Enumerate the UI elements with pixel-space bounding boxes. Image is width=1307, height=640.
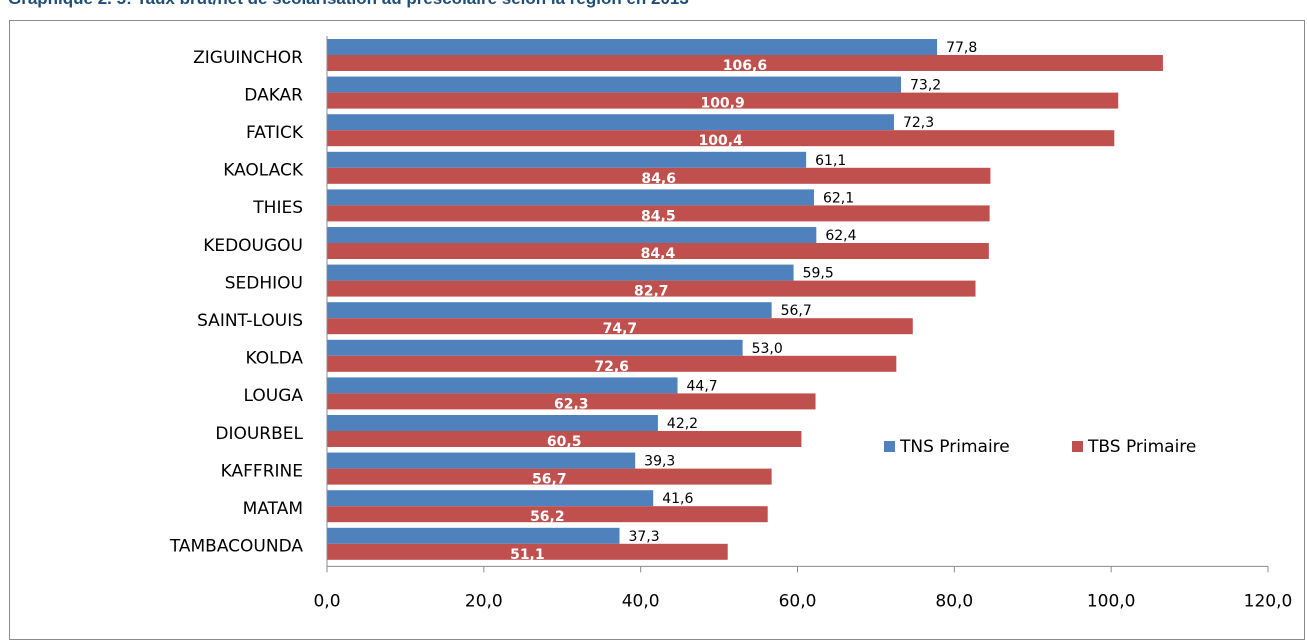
data-label-tns: 61,1	[815, 153, 846, 169]
legend-swatch-tbs	[1072, 441, 1083, 452]
x-tick-label: 80,0	[935, 591, 973, 611]
bar-tbs	[327, 468, 772, 485]
category-label: DIOURBEL	[215, 424, 303, 444]
bar-tbs	[327, 355, 897, 372]
data-label-tbs: 82,7	[634, 284, 669, 300]
data-label-tns: 59,5	[803, 266, 834, 282]
bar-tns	[327, 527, 620, 544]
bar-tns	[327, 415, 658, 431]
data-label-tns: 37,3	[628, 529, 659, 545]
data-label-tbs: 56,7	[532, 472, 567, 488]
category-label: KEDOUGOU	[203, 236, 303, 256]
data-label-tbs: 100,4	[699, 133, 744, 149]
category-label: KAOLACK	[223, 161, 304, 181]
x-tick-label: 60,0	[779, 591, 817, 611]
bar-tbs	[327, 205, 990, 222]
bar-tns	[327, 264, 794, 281]
category-label: DAKAR	[244, 85, 303, 105]
category-label: ZIGUINCHOR	[193, 48, 303, 68]
data-label-tns: 41,6	[662, 491, 693, 507]
data-label-tns: 42,2	[667, 416, 698, 432]
data-label-tns: 39,3	[644, 454, 675, 470]
bar-tns	[327, 189, 814, 206]
data-label-tbs: 56,2	[530, 509, 565, 525]
bar-tns	[327, 151, 807, 168]
category-label: FATICK	[246, 123, 304, 143]
bar-tbs	[327, 506, 768, 523]
category-label: LOUGA	[244, 386, 304, 406]
data-label-tns: 73,2	[910, 78, 941, 94]
category-label: KOLDA	[246, 349, 304, 369]
data-label-tns: 53,0	[752, 341, 783, 357]
data-label-tbs: 84,6	[641, 171, 676, 187]
category-label: KAFFRINE	[221, 461, 303, 481]
data-label-tbs: 72,6	[594, 359, 629, 375]
legend-label-tns: TNS Primaire	[899, 437, 1010, 457]
data-label-tns: 72,3	[903, 115, 934, 131]
bar-tns	[327, 339, 743, 356]
data-label-tbs: 60,5	[547, 434, 582, 450]
data-label-tbs: 74,7	[603, 321, 638, 337]
x-tick-label: 40,0	[622, 591, 660, 611]
bar-tbs	[327, 243, 989, 259]
bar-tbs	[327, 393, 816, 410]
bar-tbs	[327, 167, 991, 184]
x-tick-label: 120,0	[1244, 591, 1293, 611]
x-tick-label: 20,0	[465, 591, 503, 611]
bar-tns	[327, 227, 817, 243]
bar-tbs	[327, 543, 728, 560]
bar-tbs	[327, 55, 1163, 71]
data-label-tns: 62,4	[825, 228, 856, 244]
x-tick-label: 100,0	[1087, 591, 1136, 611]
data-label-tbs: 84,4	[641, 246, 676, 262]
bar-tns	[327, 76, 902, 93]
data-label-tns: 56,7	[781, 303, 812, 319]
bar-tns	[327, 39, 938, 55]
bar-tns	[327, 452, 636, 469]
data-label-tbs: 62,3	[554, 396, 589, 412]
bar-tbs	[327, 130, 1115, 147]
x-tick-label: 0,0	[313, 591, 340, 611]
data-label-tbs: 51,1	[510, 547, 545, 563]
category-label: SEDHIOU	[225, 273, 303, 293]
category-label: TAMBACOUNDA	[169, 537, 304, 557]
chart-title: Graphique 2. 5: Taux brut/net de scolari…	[8, 0, 689, 9]
data-label-tbs: 106,6	[723, 58, 767, 74]
category-label: SAINT-LOUIS	[197, 311, 303, 331]
legend-label-tbs: TBS Primaire	[1087, 437, 1196, 457]
bar-tbs	[327, 92, 1119, 109]
legend-swatch-tns	[884, 441, 895, 452]
bar-tns	[327, 377, 678, 394]
data-label-tns: 44,7	[687, 378, 718, 394]
category-label: THIES	[252, 198, 303, 218]
data-label-tns: 62,1	[823, 190, 854, 206]
data-label-tbs: 100,9	[700, 96, 744, 112]
bar-tns	[327, 114, 894, 131]
bar-tbs	[327, 318, 913, 335]
data-label-tns: 77,8	[946, 40, 977, 56]
bar-tns	[327, 490, 654, 507]
bar-tbs	[327, 280, 976, 297]
bar-tbs	[327, 431, 802, 447]
category-label: MATAM	[243, 499, 303, 519]
data-label-tbs: 84,5	[641, 208, 676, 224]
bar-tns	[327, 302, 772, 319]
